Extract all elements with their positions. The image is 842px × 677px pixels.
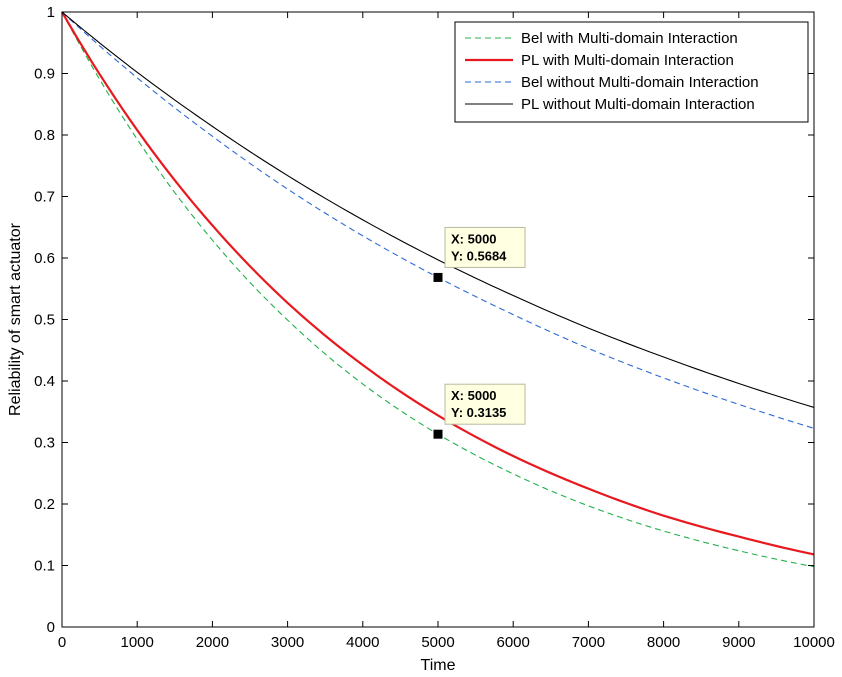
series-line-2 — [61, 11, 815, 556]
y-tick-label: 0.5 — [34, 312, 55, 329]
y-tick-label: 1 — [47, 4, 55, 21]
data-tips: X: 5000 Y: 0.5684 X: 5000 Y: 0.3135 — [432, 226, 526, 440]
data-tip-box — [444, 226, 526, 268]
y-tick-label: 0 — [47, 619, 55, 636]
x-tick-label: 8000 — [647, 634, 680, 651]
y-tick-label: 0.4 — [34, 373, 55, 390]
legend-box — [454, 21, 809, 123]
data-tip-marker — [432, 428, 444, 440]
x-tick-label: 0 — [58, 634, 66, 651]
data-tip-y: Y: 0.5684 — [451, 248, 507, 263]
y-tick-label: 0.8 — [34, 127, 55, 144]
legend-label-3: Bel without Multi-domain Interaction — [521, 74, 759, 91]
axis-ticks: 0 1000 2000 3000 4000 5000 6000 7000 8000 9000 100… — [34, 4, 835, 651]
legend-label-1: Bel with Multi-domain Interaction — [521, 30, 738, 47]
y-tick-label: 0.9 — [34, 66, 55, 83]
x-tick-label: 9000 — [722, 634, 755, 651]
data-tip-x: X: 5000 — [451, 388, 497, 403]
y-tick-label: 0.2 — [34, 496, 55, 513]
x-tick-label: 3000 — [271, 634, 304, 651]
y-tick-label: 0.6 — [34, 250, 55, 267]
x-tick-label: 2000 — [196, 634, 229, 651]
series-line-4 — [61, 11, 815, 408]
y-axis-label: Reliability of smart actuator — [7, 222, 24, 416]
data-tip-y: Y: 0.3135 — [451, 405, 506, 420]
y-tick-label: 0.7 — [34, 189, 55, 206]
x-tick-label: 6000 — [497, 634, 530, 651]
x-tick-label: 1000 — [121, 634, 154, 651]
x-tick-label: 5000 — [421, 634, 454, 651]
data-tip-marker — [432, 271, 444, 283]
data-tip-box — [444, 383, 526, 425]
x-axis-label: Time — [421, 657, 456, 674]
x-tick-label: 7000 — [572, 634, 605, 651]
legend: Bel with Multi-domain Interaction PL with… — [454, 21, 809, 123]
y-tick-label: 0.1 — [34, 558, 55, 575]
y-tick-label: 0.3 — [34, 435, 55, 452]
legend-label-2: PL with Multi-domain Interaction — [521, 52, 734, 69]
axes-box — [61, 11, 815, 628]
legend-label-4: PL without Multi-domain Interaction — [521, 96, 755, 113]
data-tip-x: X: 5000 — [451, 231, 497, 246]
x-tick-label: 10000 — [793, 634, 835, 651]
x-tick-label: 4000 — [346, 634, 379, 651]
